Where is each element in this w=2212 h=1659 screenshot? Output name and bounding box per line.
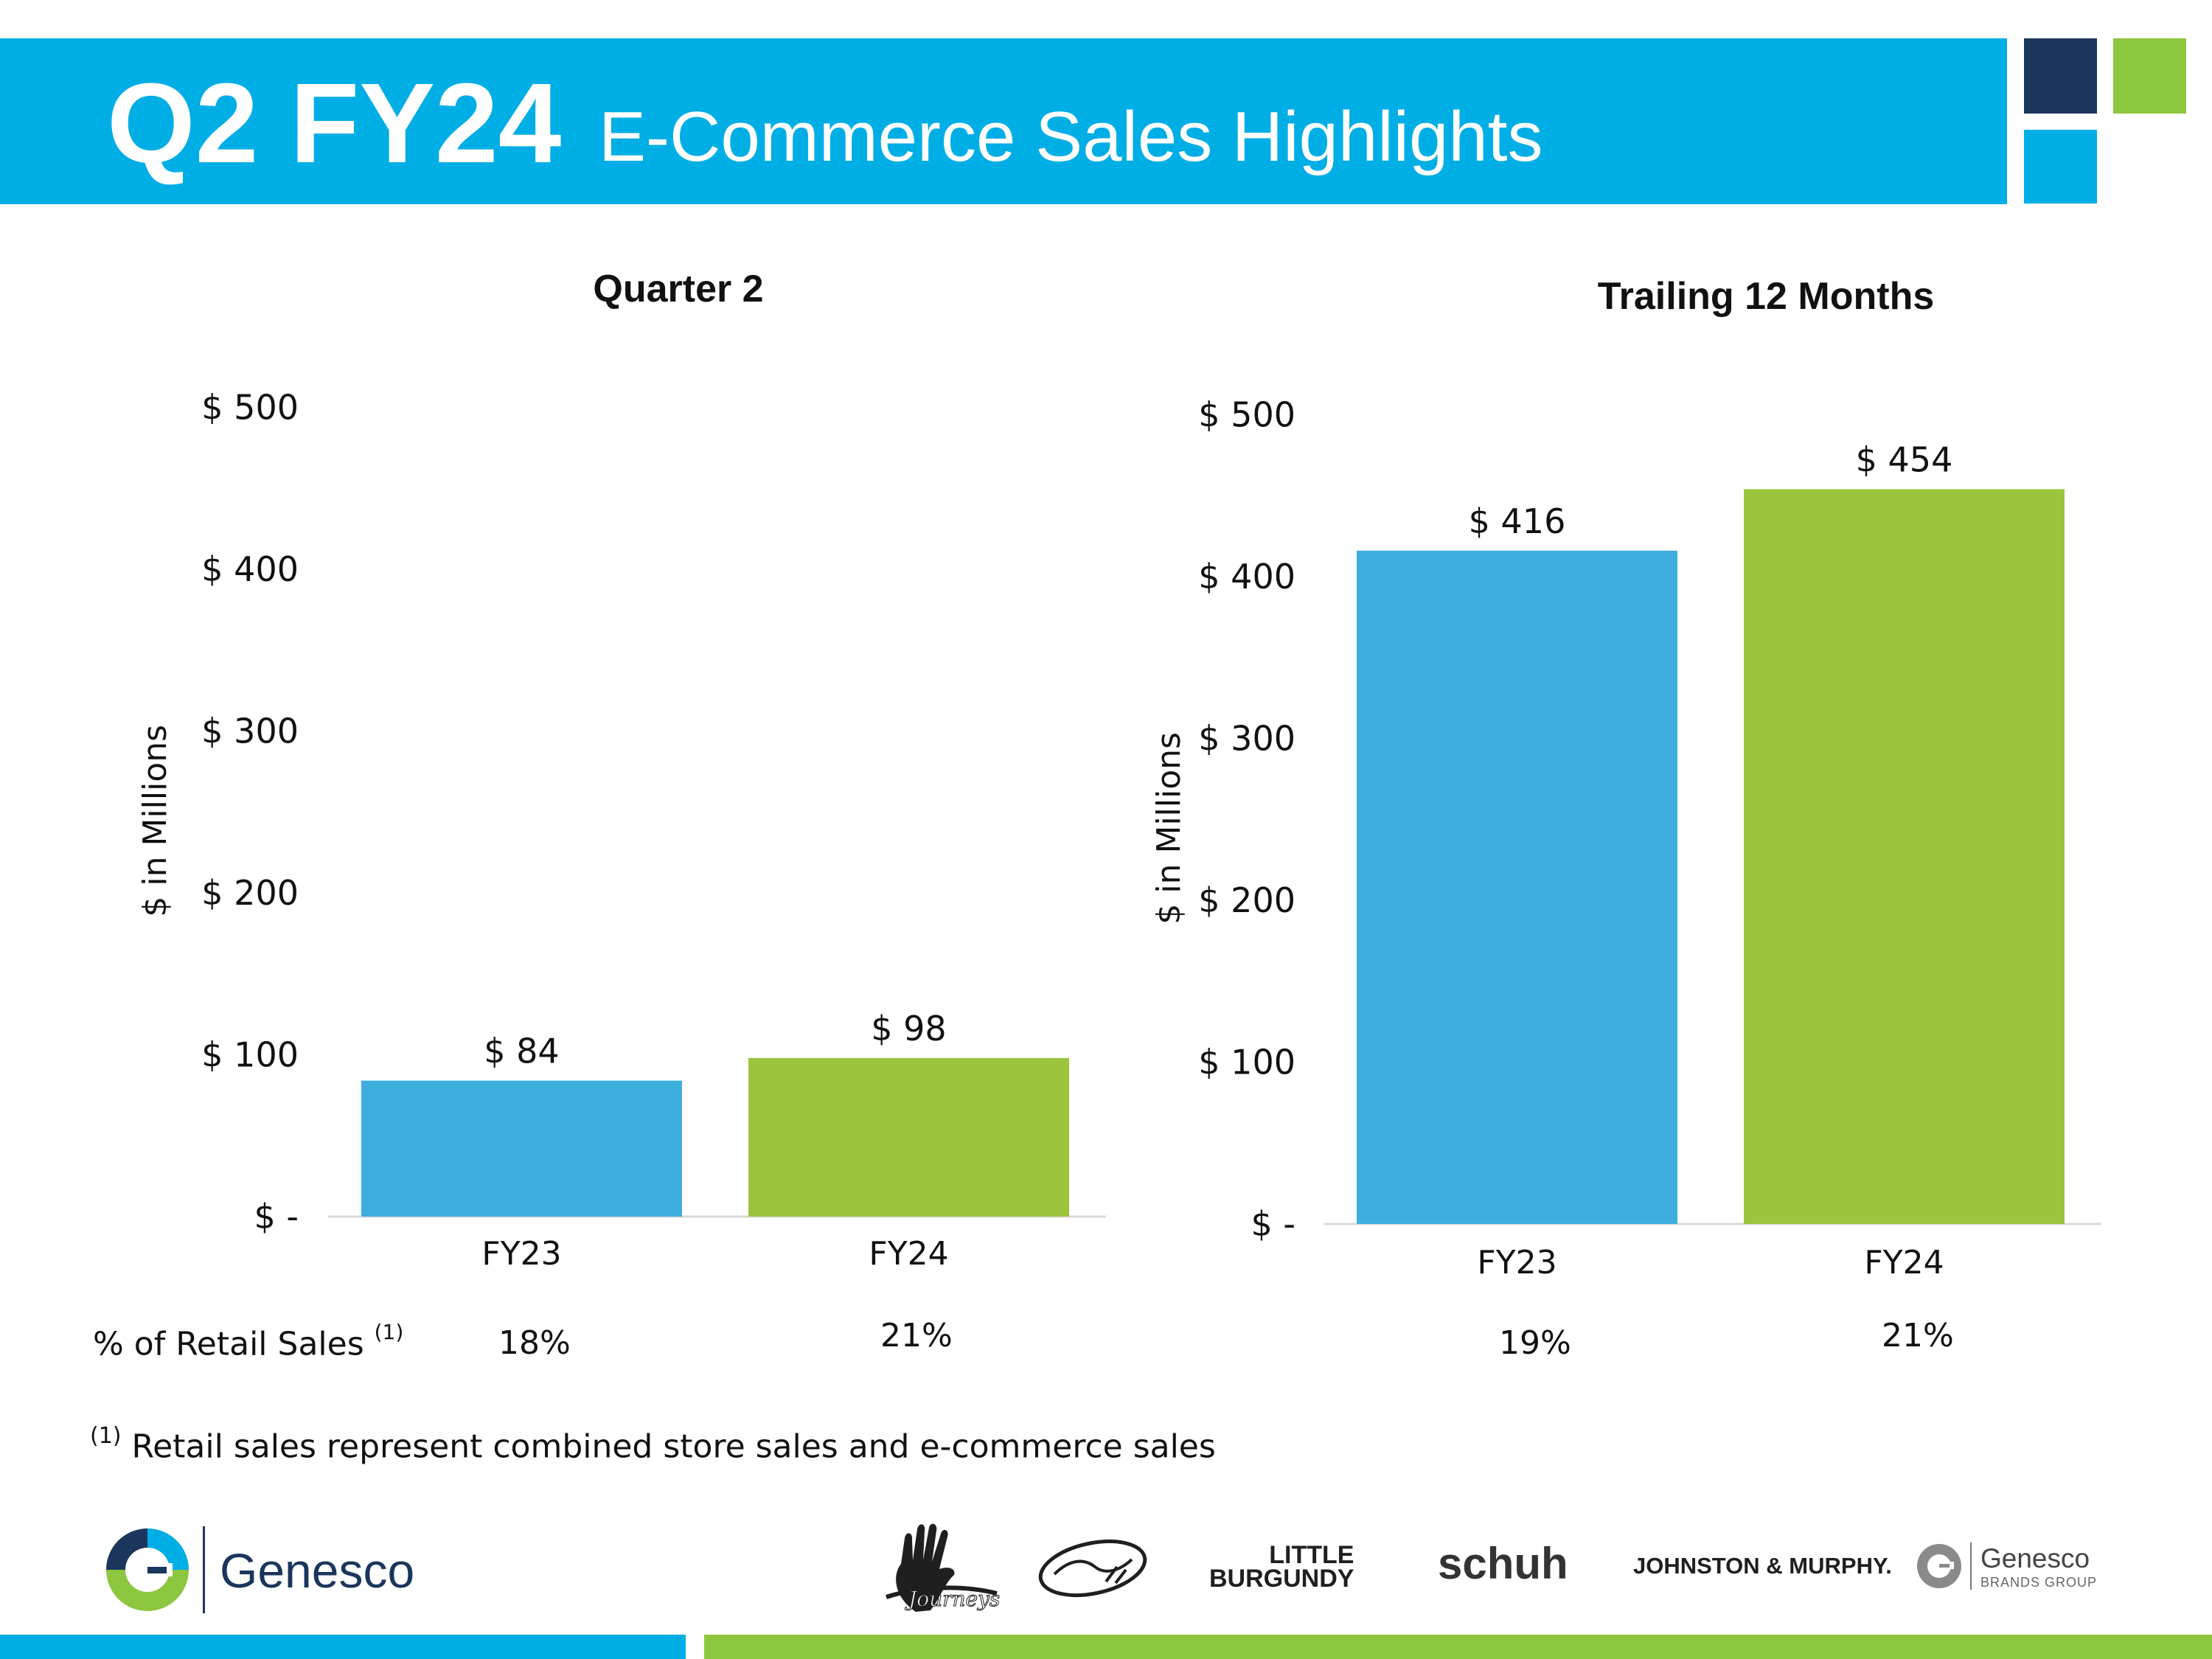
ttm-ytick-label-2: $ 200 bbox=[1198, 880, 1295, 920]
q2-bar-fy23 bbox=[361, 1080, 682, 1217]
ttm-ytick-label-4: $ 400 bbox=[1198, 557, 1295, 597]
ttm-ytick-label-3: $ 300 bbox=[1198, 719, 1295, 759]
ttm-ytick-label-0: $ - bbox=[1251, 1204, 1296, 1244]
little-burgundy-line2: BURGUNDY bbox=[1209, 1565, 1354, 1593]
johnston-murphy-logo: JOHNSTON & MURPHY. bbox=[1633, 1553, 1892, 1579]
genesco-divider bbox=[203, 1526, 205, 1613]
q2-y-axis-title: $ in Millions bbox=[136, 725, 174, 917]
page-subtitle: E-Commerce Sales Highlights bbox=[599, 97, 1543, 176]
schuh-logo: schuh bbox=[1438, 1539, 1568, 1588]
q2-category-label-fy24: FY24 bbox=[869, 1235, 948, 1273]
gbg-subtitle: BRANDS GROUP bbox=[1980, 1575, 2098, 1590]
footnote-text: Retail sales represent combined store sa… bbox=[131, 1427, 1216, 1466]
q2-ytick-label-4: $ 400 bbox=[201, 549, 299, 589]
ttm-category-label-fy23: FY23 bbox=[1477, 1244, 1557, 1281]
ttm-ytick-label-1: $ 100 bbox=[1198, 1043, 1295, 1082]
gbg-name: Genesco bbox=[1980, 1543, 2090, 1573]
pct-q2-fy24: 21% bbox=[880, 1317, 953, 1354]
q2-ytick-label-2: $ 200 bbox=[201, 873, 299, 913]
q2-value-label-fy23: $ 84 bbox=[484, 1032, 559, 1071]
genesco-brands-group-g-icon bbox=[1917, 1544, 1961, 1588]
footnote: (1) Retail sales represent combined stor… bbox=[90, 1423, 1216, 1466]
q2-ytick-label-1: $ 100 bbox=[201, 1035, 299, 1075]
ttm-value-label-fy23: $ 416 bbox=[1469, 501, 1566, 541]
q2-bar-fy24 bbox=[748, 1057, 1069, 1217]
gbg-divider bbox=[1970, 1543, 1972, 1590]
header-bar bbox=[0, 38, 2007, 204]
footnote-marker: (1) bbox=[90, 1423, 122, 1449]
pct-row-label: % of Retail Sales (1) bbox=[93, 1320, 403, 1363]
pct-ttm-fy23: 19% bbox=[1499, 1324, 1571, 1362]
q2-ytick-label-3: $ 300 bbox=[201, 712, 299, 751]
q2-category-label-fy23: FY23 bbox=[481, 1235, 561, 1273]
ttm-bar-fy24 bbox=[1744, 489, 2065, 1224]
pct-ttm-fy24: 21% bbox=[1882, 1317, 1954, 1354]
q2-ytick-label-5: $ 500 bbox=[201, 388, 299, 428]
genesco-wordmark: Genesco bbox=[220, 1543, 415, 1598]
journeys-hand-logo-icon: Journeys bbox=[886, 1523, 1001, 1612]
ttm-bar-fy23 bbox=[1357, 550, 1677, 1224]
pct-row-label-text: % of Retail Sales bbox=[93, 1325, 364, 1363]
pct-q2-fy23: 18% bbox=[498, 1324, 571, 1362]
little-burgundy-logo: LITTLE BURGUNDY bbox=[1209, 1541, 1354, 1593]
chart-title-ttm: Trailing 12 Months bbox=[1597, 275, 1935, 318]
ttm-ytick-label-5: $ 500 bbox=[1198, 395, 1295, 435]
journeys-kidz-logo-icon bbox=[1038, 1540, 1147, 1597]
ttm-value-label-fy24: $ 454 bbox=[1856, 439, 1953, 479]
ttm-category-label-fy24: FY24 bbox=[1864, 1244, 1944, 1281]
charts-canvas: $ - $ 100 $ 200 $ 300 $ 400 $ 500 $ in Million… bbox=[136, 388, 2101, 1281]
q2-ytick-label-0: $ - bbox=[254, 1197, 299, 1237]
footer-bar-green bbox=[704, 1635, 2212, 1659]
decor-square-blue bbox=[2024, 130, 2097, 204]
chart-title-quarter: Quarter 2 bbox=[593, 268, 764, 310]
ttm-y-axis-title: $ in Millions bbox=[1150, 732, 1188, 925]
little-burgundy-line1: LITTLE bbox=[1269, 1541, 1354, 1569]
q2-value-label-fy24: $ 98 bbox=[871, 1009, 946, 1048]
svg-text:Journeys: Journeys bbox=[905, 1587, 1000, 1611]
page-title: Q2 FY24 bbox=[107, 60, 562, 187]
decor-square-navy bbox=[2024, 38, 2097, 114]
pct-footnote-marker: (1) bbox=[374, 1320, 404, 1344]
genesco-g-logo-icon bbox=[106, 1528, 189, 1611]
footer-bar-blue bbox=[0, 1635, 686, 1659]
decor-square-green bbox=[2113, 38, 2186, 114]
